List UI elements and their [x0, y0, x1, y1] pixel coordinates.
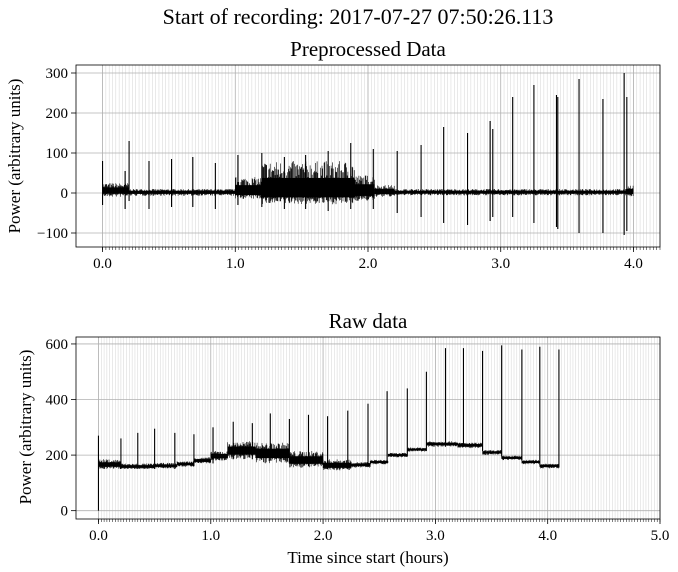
preprocessed-x-tick-label: 0.0	[93, 256, 112, 272]
preprocessed-y-tick-label: 200	[46, 106, 69, 122]
raw-x-minor-ticks	[98, 519, 661, 522]
preprocessed-data-noise	[261, 161, 355, 205]
raw-x-tick-label: 2.0	[314, 528, 333, 544]
raw-x-tick-label: 0.0	[89, 528, 108, 544]
preprocessed-data-axes: Preprocessed Data Power (arbitrary units…	[5, 37, 661, 272]
raw-x-minor-tick	[98, 519, 661, 522]
preprocessed-series	[101, 73, 634, 235]
raw-y-tick-label: 600	[46, 337, 69, 353]
raw-data-noise	[521, 459, 540, 465]
raw-x-tick-label: 3.0	[426, 528, 445, 544]
raw-data-axes: Raw data Power (arbitrary units) Time si…	[16, 309, 669, 567]
raw-data-band	[501, 456, 522, 459]
raw-y-tick-label: 200	[46, 448, 69, 464]
preprocessed-data-noise	[374, 185, 395, 197]
preprocessed-y-tick-label: 100	[46, 146, 69, 162]
raw-title: Raw data	[329, 309, 408, 333]
raw-data-noise	[426, 441, 458, 447]
raw-data-band	[426, 442, 458, 446]
raw-data-noise	[501, 455, 522, 461]
raw-x-tick-label: 4.0	[538, 528, 557, 544]
preprocessed-data-noise	[354, 175, 375, 201]
preprocessed-major-grid	[76, 65, 660, 247]
preprocessed-ylabel: Power (arbitrary units)	[5, 79, 24, 234]
preprocessed-y-tick-label: −100	[37, 226, 68, 242]
raw-data-noise	[369, 459, 388, 465]
raw-minor-grid	[98, 337, 661, 519]
preprocessed-x-tick-label: 2.0	[359, 256, 378, 272]
preprocessed-y-tick-label: 300	[46, 66, 69, 82]
figure-suptitle: Start of recording: 2017-07-27 07:50:26.…	[163, 4, 554, 29]
preprocessed-x-tick-label: 3.0	[491, 256, 510, 272]
raw-x-tick-label: 1.0	[201, 528, 220, 544]
raw-data-noise	[176, 461, 195, 467]
preprocessed-y-tick-label: 0	[61, 186, 69, 202]
raw-y-tick-label: 400	[46, 393, 69, 409]
raw-series	[97, 345, 560, 511]
raw-data-band	[482, 451, 502, 454]
raw-data-noise	[210, 451, 228, 461]
preprocessed-title: Preprocessed Data	[290, 37, 446, 61]
raw-xlabel: Time since start (hours)	[287, 548, 448, 567]
preprocessed-minor-grid	[102, 65, 661, 247]
preprocessed-data-noise	[394, 189, 627, 196]
raw-x-tick-label: 5.0	[651, 528, 670, 544]
preprocessed-x-tick-label: 4.0	[624, 256, 643, 272]
raw-ylabel: Power (arbitrary units)	[16, 350, 35, 505]
raw-data-noise	[482, 450, 502, 456]
raw-data-noise	[387, 452, 408, 458]
raw-data-noise	[539, 463, 559, 469]
raw-y-tick-label: 0	[61, 504, 69, 520]
preprocessed-x-tick-label: 1.0	[226, 256, 245, 272]
preprocessed-x-minor-ticks	[102, 247, 661, 250]
preprocessed-x-minor-tick	[102, 247, 661, 250]
